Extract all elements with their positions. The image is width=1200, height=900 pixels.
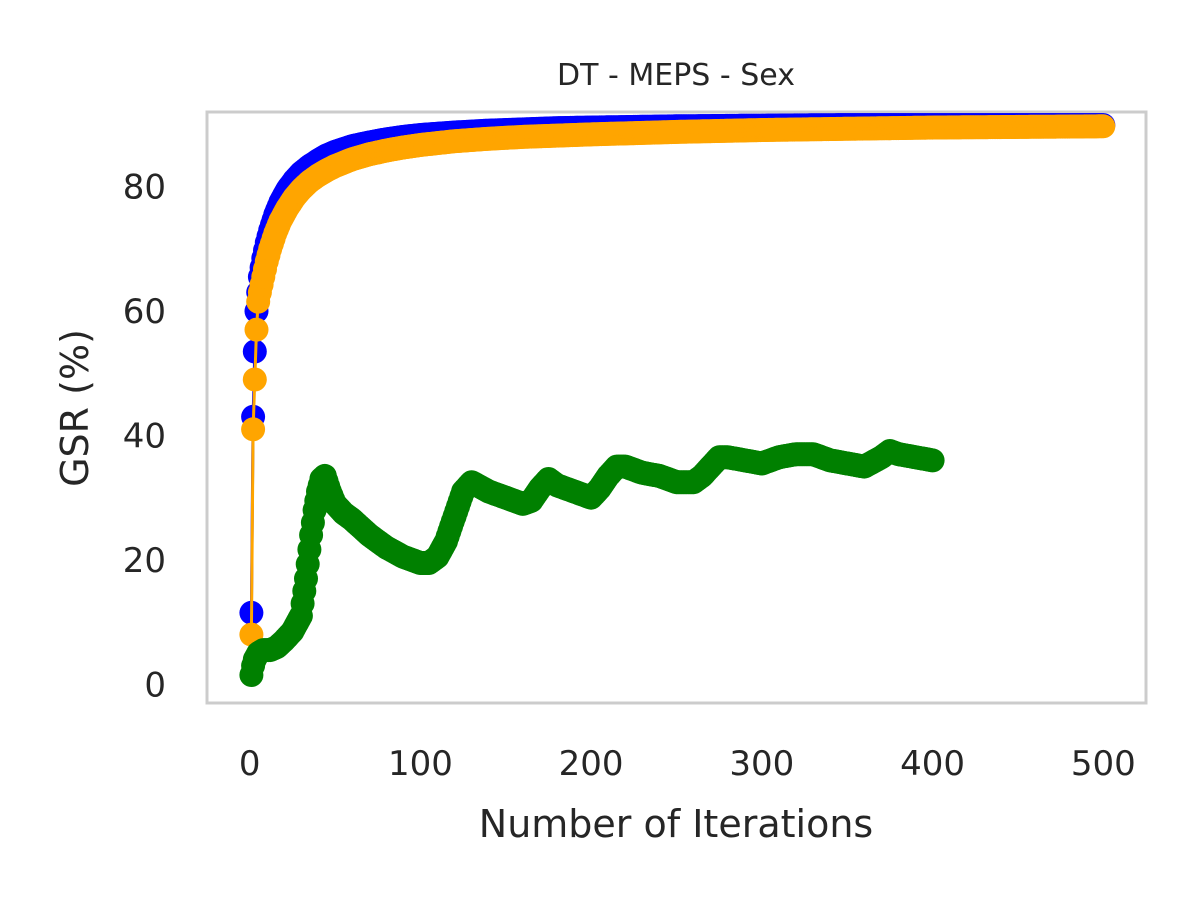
- x-tick-label: 0: [239, 744, 261, 784]
- plot-frame: [205, 110, 1148, 705]
- series-layer: [239, 113, 1116, 687]
- x-tick-label: 300: [729, 744, 794, 784]
- series-orange-point: [1091, 114, 1116, 139]
- chart-title: DT - MEPS - Sex: [557, 58, 795, 93]
- x-tick-label: 200: [559, 744, 624, 784]
- series-orange-point: [242, 367, 267, 392]
- y-tick-label: 40: [123, 416, 166, 456]
- series-orange-point: [244, 317, 269, 342]
- series-orange-point: [241, 417, 266, 442]
- x-tick-label: 400: [900, 744, 965, 784]
- y-axis-label: GSR (%): [53, 329, 97, 487]
- series-green-point: [920, 448, 945, 473]
- x-tick-label: 100: [388, 744, 453, 784]
- y-tick-label: 0: [144, 665, 166, 705]
- series-green: [239, 439, 945, 687]
- y-tick-label: 20: [123, 541, 166, 581]
- series-orange: [239, 114, 1116, 647]
- x-axis-label: Number of Iterations: [479, 802, 873, 846]
- x-tick-label: 500: [1071, 744, 1136, 784]
- x-ticks: 0 100 200 300 400 500: [239, 744, 1136, 784]
- y-ticks: 0 20 40 60 80: [123, 168, 166, 706]
- y-tick-label: 80: [123, 168, 166, 208]
- y-tick-label: 60: [123, 292, 166, 332]
